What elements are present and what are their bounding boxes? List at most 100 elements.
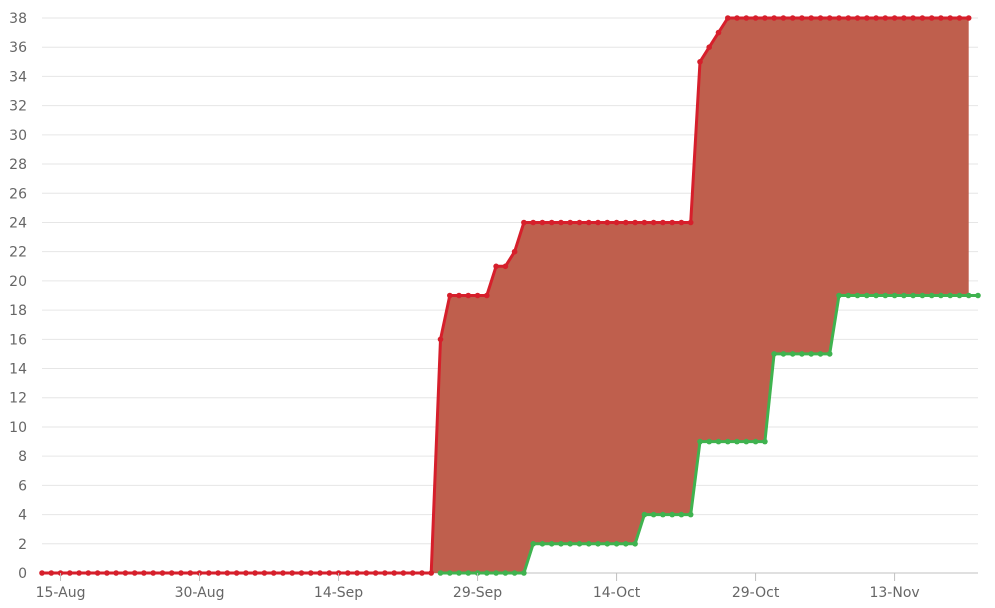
series-points bbox=[39, 15, 981, 576]
data-point bbox=[947, 15, 953, 21]
data-point bbox=[252, 570, 258, 576]
data-point bbox=[660, 219, 666, 226]
y-tick-label: 34 bbox=[9, 69, 27, 85]
data-point bbox=[706, 438, 712, 445]
data-point bbox=[956, 15, 963, 21]
data-point bbox=[854, 292, 861, 299]
y-tick-label: 4 bbox=[18, 508, 27, 524]
data-point bbox=[650, 219, 657, 226]
data-point bbox=[743, 15, 750, 21]
data-point bbox=[206, 570, 212, 576]
data-point bbox=[39, 570, 45, 576]
data-point bbox=[289, 570, 296, 576]
x-tick-label: 13-Nov bbox=[869, 585, 919, 601]
y-tick-label: 24 bbox=[9, 215, 27, 231]
data-point bbox=[456, 570, 462, 576]
x-tick-label: 29-Oct bbox=[732, 585, 780, 601]
data-point bbox=[687, 219, 694, 226]
data-point bbox=[725, 15, 731, 21]
data-point bbox=[734, 15, 740, 21]
data-point bbox=[67, 570, 73, 576]
data-point bbox=[771, 15, 777, 21]
data-point bbox=[595, 219, 601, 226]
data-point bbox=[604, 219, 611, 226]
range-area-fill bbox=[42, 18, 969, 573]
y-tick-label: 2 bbox=[18, 537, 27, 553]
data-point bbox=[567, 541, 573, 547]
data-point bbox=[159, 570, 166, 576]
data-point bbox=[511, 248, 518, 255]
data-point bbox=[447, 292, 453, 299]
data-point bbox=[224, 570, 231, 576]
y-tick-label: 18 bbox=[9, 303, 27, 319]
data-point bbox=[548, 541, 555, 547]
data-point bbox=[548, 219, 555, 226]
data-point bbox=[706, 44, 712, 50]
data-point bbox=[558, 219, 564, 226]
data-point bbox=[345, 570, 351, 576]
data-point bbox=[465, 570, 472, 576]
data-point bbox=[623, 219, 629, 226]
data-point bbox=[826, 351, 833, 357]
data-point bbox=[752, 15, 759, 21]
data-point bbox=[400, 570, 407, 576]
data-point bbox=[845, 15, 852, 21]
data-point bbox=[678, 511, 685, 518]
data-point bbox=[910, 15, 916, 21]
data-point bbox=[94, 570, 101, 576]
data-point bbox=[669, 219, 675, 226]
data-point bbox=[891, 292, 898, 299]
data-point bbox=[632, 219, 638, 226]
data-point bbox=[697, 59, 703, 65]
data-point bbox=[864, 15, 870, 21]
data-point bbox=[650, 511, 657, 518]
data-point bbox=[243, 570, 249, 576]
data-point bbox=[938, 292, 944, 299]
data-point bbox=[48, 570, 55, 576]
data-point bbox=[187, 570, 194, 576]
data-point bbox=[382, 570, 388, 576]
data-point bbox=[493, 263, 499, 270]
data-point bbox=[298, 570, 305, 576]
data-point bbox=[168, 570, 175, 576]
data-point bbox=[789, 351, 796, 357]
data-point bbox=[669, 511, 675, 518]
data-point bbox=[308, 570, 314, 576]
data-point bbox=[521, 570, 527, 576]
data-point bbox=[762, 438, 768, 445]
data-point bbox=[641, 511, 648, 518]
y-tick-label: 20 bbox=[9, 274, 27, 290]
data-point bbox=[808, 351, 814, 357]
data-point bbox=[928, 15, 935, 21]
x-tick-label: 29-Sep bbox=[453, 585, 502, 601]
y-tick-label: 30 bbox=[9, 128, 27, 144]
data-point bbox=[530, 541, 536, 547]
data-point bbox=[493, 570, 499, 576]
data-point bbox=[363, 570, 370, 576]
data-point bbox=[437, 336, 444, 343]
y-tick-label: 14 bbox=[9, 362, 27, 378]
data-point bbox=[530, 219, 536, 226]
data-point bbox=[910, 292, 916, 299]
y-tick-label: 8 bbox=[18, 449, 27, 465]
data-point bbox=[428, 570, 435, 576]
data-point bbox=[261, 570, 268, 576]
data-point bbox=[882, 15, 889, 21]
data-point bbox=[660, 511, 666, 518]
data-point bbox=[604, 541, 611, 547]
y-tick-label: 16 bbox=[9, 332, 27, 348]
data-point bbox=[882, 292, 889, 299]
data-point bbox=[752, 438, 759, 445]
data-point bbox=[613, 541, 620, 547]
data-point bbox=[419, 570, 425, 576]
data-point bbox=[817, 15, 824, 21]
data-point bbox=[511, 570, 518, 576]
data-point bbox=[623, 541, 629, 547]
data-point bbox=[104, 570, 110, 576]
data-point bbox=[372, 570, 379, 576]
data-point bbox=[85, 570, 92, 576]
data-point bbox=[762, 15, 768, 21]
data-point bbox=[474, 292, 481, 299]
data-point bbox=[715, 29, 722, 36]
